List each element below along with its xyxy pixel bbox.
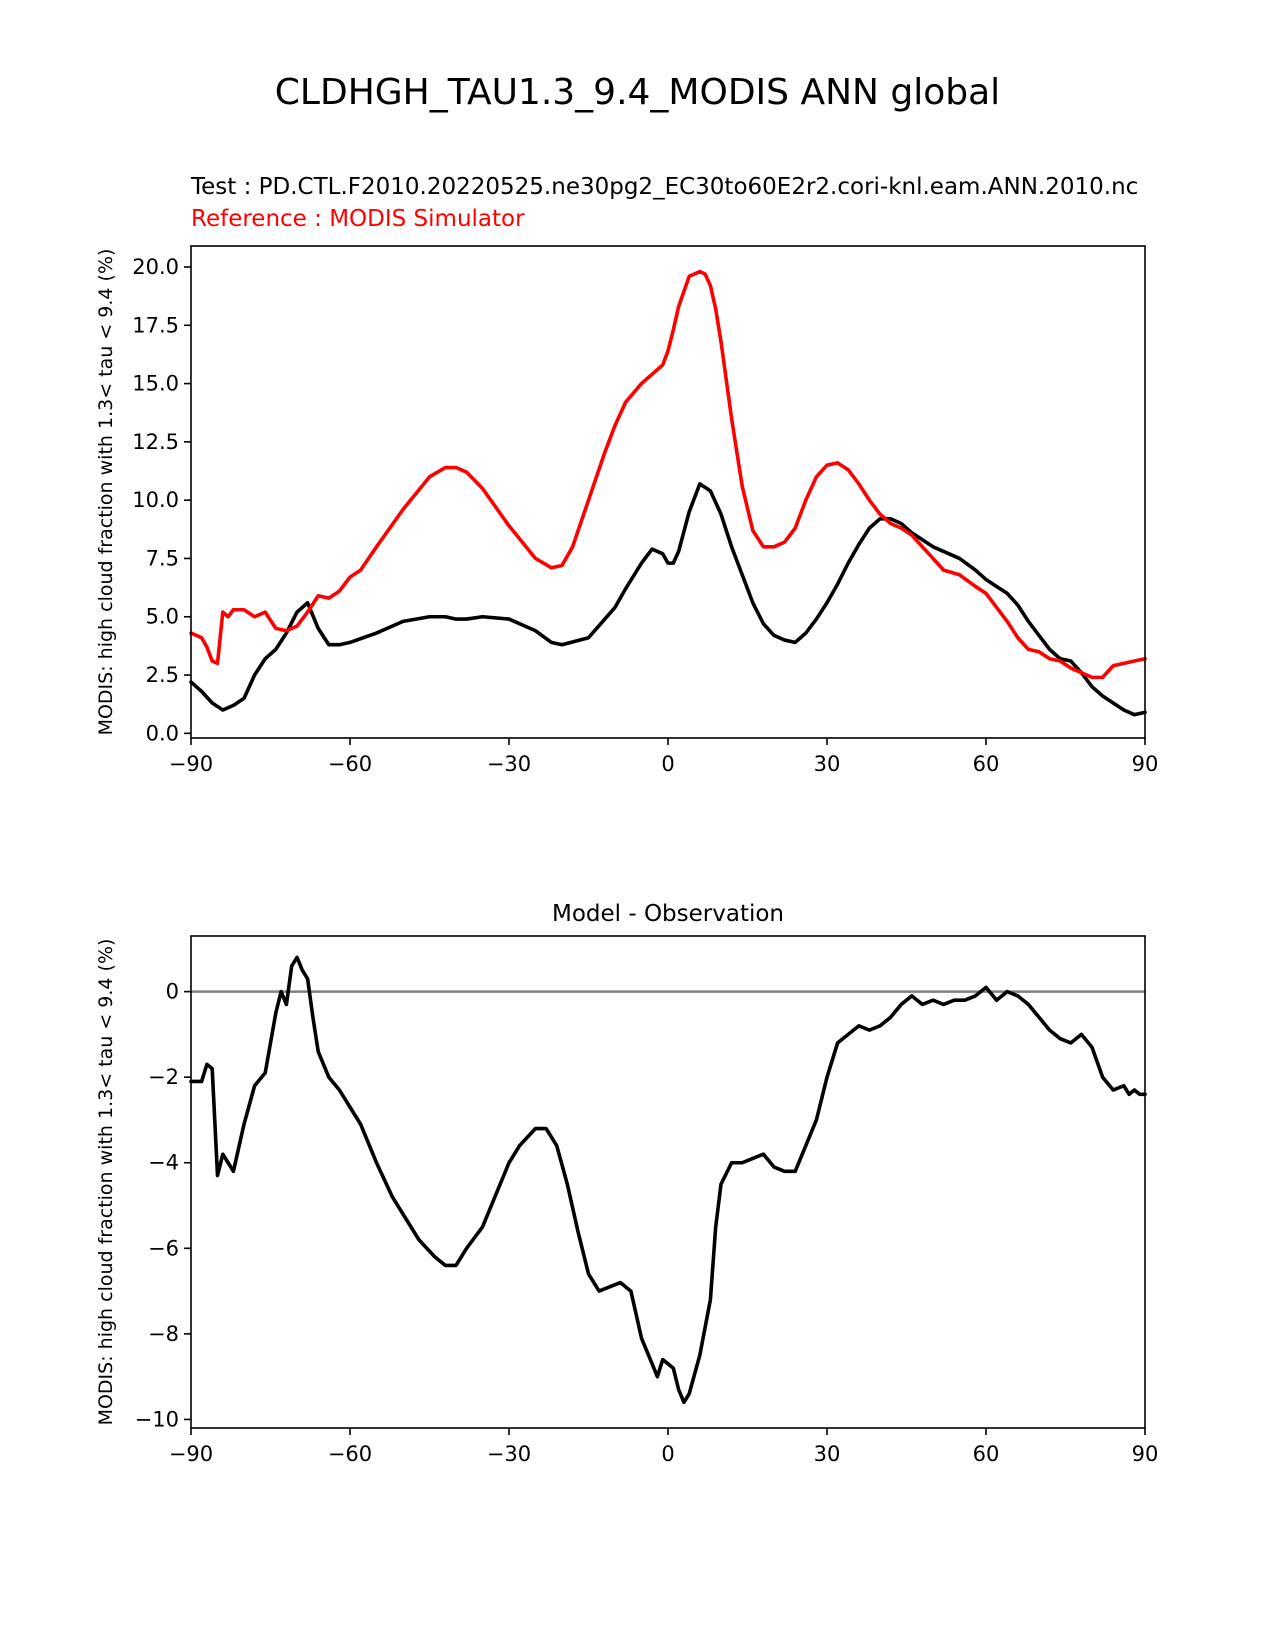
x-tick-label: 90 (1132, 1442, 1159, 1466)
y-axis-label: MODIS: high cloud fraction with 1.3< tau… (95, 939, 117, 1426)
test-label: Test : PD.CTL.F2010.20220525.ne30pg2_EC3… (191, 174, 1139, 200)
axes-frame (190, 935, 1146, 1429)
y-tick-label: 0 (166, 980, 179, 1004)
y-tick-label: −2 (148, 1065, 179, 1089)
panel-title: Model - Observation (552, 901, 784, 927)
y-tick-label: 7.5 (146, 546, 179, 570)
y-tick-label: 0.0 (146, 721, 179, 745)
y-tick-label: 10.0 (132, 488, 179, 512)
x-tick-label: −60 (328, 1442, 372, 1466)
series-line-test (189, 482, 1147, 717)
x-tick-label: −30 (487, 752, 531, 776)
y-tick-label: −6 (148, 1236, 179, 1260)
x-tick-label: 90 (1132, 752, 1159, 776)
x-tick-label: −90 (169, 752, 213, 776)
y-tick-label: −10 (135, 1407, 179, 1431)
chart-panel-1: −90 −60 −30 0 30 60 90 0.0 2.5 5.0 7.5 10.0 12.5 15.0… (95, 245, 1159, 776)
y-tick-label: 12.5 (132, 430, 179, 454)
reference-label: Reference : MODIS Simulator (191, 206, 525, 232)
x-tick-label: 60 (973, 752, 1000, 776)
y-tick-label: 15.0 (132, 372, 179, 396)
axes-frame (190, 245, 1146, 739)
x-tick-label: −60 (328, 752, 372, 776)
x-tick-label: 0 (661, 752, 674, 776)
x-tick-label: −30 (487, 1442, 531, 1466)
y-tick-label: −4 (148, 1151, 179, 1175)
x-tick-label: 30 (814, 1442, 841, 1466)
y-tick-label: 20.0 (132, 255, 179, 279)
y-tick-label: −8 (148, 1322, 179, 1346)
x-tick-label: 0 (661, 1442, 674, 1466)
y-tick-label: 5.0 (146, 605, 179, 629)
y-tick-label: 2.5 (146, 663, 179, 687)
x-tick-label: −90 (169, 1442, 213, 1466)
y-tick-label: 17.5 (132, 313, 179, 337)
series-line-reference (189, 269, 1147, 680)
figure-title: CLDHGH_TAU1.3_9.4_MODIS ANN global (274, 72, 1001, 113)
chart-panel-2: −90 −60 −30 0 30 60 90 −10 −8 −6 −4 −2 0 MODIS: high … (95, 901, 1158, 1466)
x-tick-label: 30 (814, 752, 841, 776)
series-line-difference (189, 955, 1147, 1405)
x-tick-label: 60 (973, 1442, 1000, 1466)
y-axis-label: MODIS: high cloud fraction with 1.3< tau… (95, 249, 117, 736)
